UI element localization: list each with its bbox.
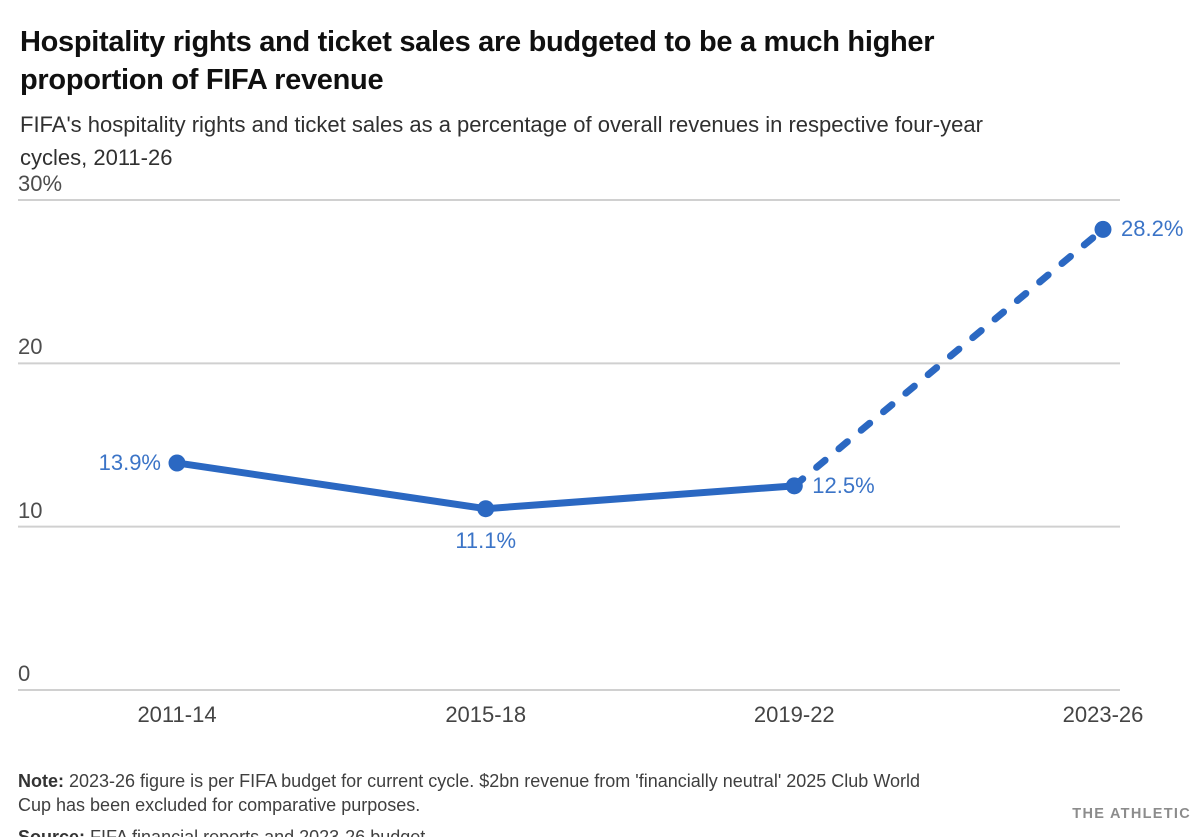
data-point-label: 13.9%	[98, 449, 161, 475]
y-axis-tick-label: 30%	[18, 171, 63, 196]
x-axis-tick-label: 2015-18	[445, 702, 527, 727]
chart-note: Note: 2023-26 figure is per FIFA budget …	[18, 770, 1078, 817]
note-label: Note:	[18, 771, 64, 791]
publisher-logo: THE ATHLETIC	[1072, 806, 1191, 822]
x-axis-tick-label: 2011-14	[137, 702, 217, 727]
data-point-label: 12.5%	[812, 472, 875, 498]
data-point	[168, 454, 186, 472]
chart-title: Hospitality rights and ticket sales are …	[20, 26, 935, 97]
y-axis-tick-label: 10	[18, 497, 43, 523]
data-point-label: 11.1%	[455, 527, 517, 553]
series-line-solid	[173, 459, 798, 513]
chart-subtitle: FIFA's hospitality rights and ticket sal…	[20, 112, 983, 170]
source-label: Source:	[18, 827, 86, 837]
chart-source: Source: FIFA financial reports and 2023-…	[18, 825, 425, 837]
data-point-label: 28.2%	[1121, 216, 1184, 242]
source-text: FIFA financial reports and 2023-26 budge…	[85, 827, 426, 837]
x-axis-tick-label: 2019-22	[753, 702, 835, 727]
x-axis-tick-label: 2023-26	[1062, 702, 1144, 727]
data-point	[477, 500, 495, 518]
data-point	[785, 477, 803, 495]
y-axis-tick-label: 0	[18, 661, 31, 686]
note-text: 2023-26 figure is per FIFA budget for cu…	[18, 771, 921, 815]
data-point	[1094, 220, 1112, 238]
y-axis-tick-label: 20	[18, 334, 43, 360]
series-line-dashed	[790, 225, 1107, 490]
